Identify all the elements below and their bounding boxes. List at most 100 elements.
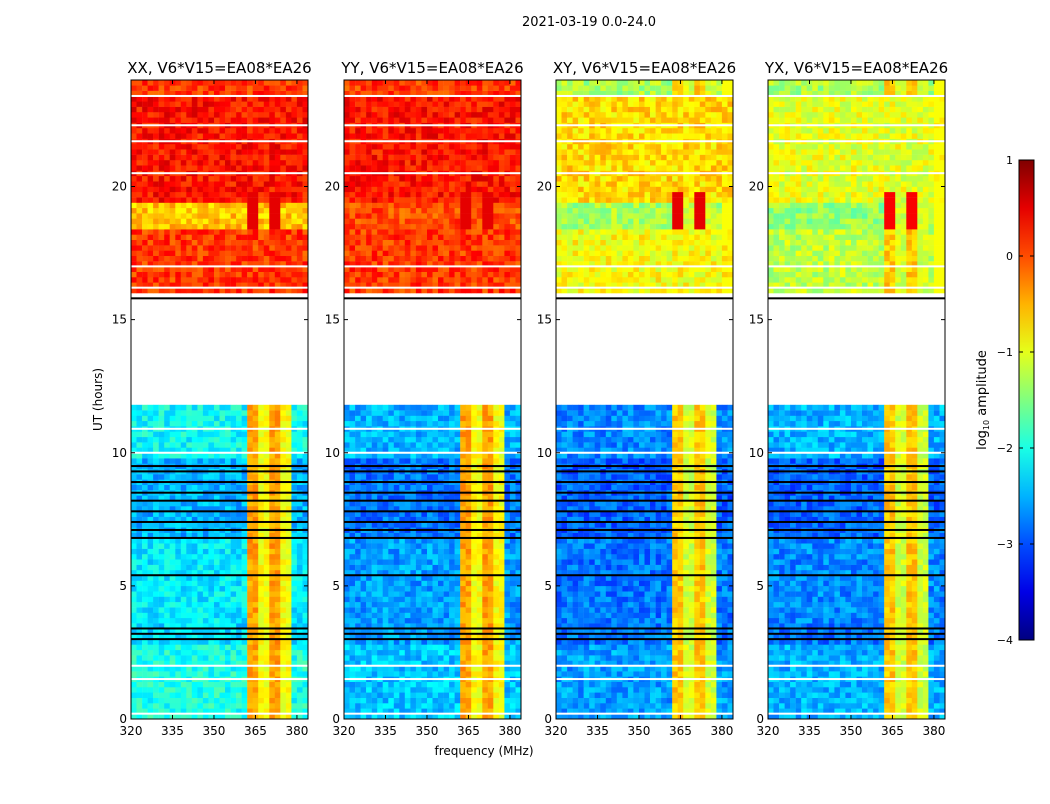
heatmap-cell: [214, 405, 220, 411]
heatmap-cell: [203, 224, 209, 230]
heatmap-cell: [377, 559, 383, 565]
heatmap-cell: [137, 432, 143, 438]
heatmap-cell: [275, 117, 281, 123]
heatmap-cell: [488, 618, 494, 624]
heatmap-cell: [399, 565, 405, 571]
heatmap-cell: [388, 586, 394, 592]
heatmap-cell: [286, 549, 292, 555]
heatmap-cell: [242, 165, 248, 171]
heatmap-cell: [131, 405, 137, 411]
heatmap-cell: [366, 549, 372, 555]
heatmap-cell: [225, 85, 231, 91]
heatmap-cell: [499, 437, 505, 443]
heatmap-cell: [214, 112, 220, 118]
heatmap-cell: [350, 607, 356, 613]
heatmap-cell: [361, 682, 367, 688]
heatmap-cell: [416, 682, 422, 688]
heatmap-cell: [175, 187, 181, 193]
heatmap-cell: [142, 240, 148, 246]
heatmap-cell: [225, 219, 231, 225]
heatmap-cell: [493, 586, 499, 592]
heatmap-cell: [220, 181, 226, 187]
heatmap-cell: [355, 692, 361, 698]
heatmap-cell: [377, 437, 383, 443]
heatmap-cell: [510, 671, 516, 677]
heatmap-cell: [186, 176, 192, 182]
heatmap-cell: [344, 485, 350, 491]
heatmap-cell: [197, 128, 203, 134]
heatmap-cell: [482, 687, 488, 693]
heatmap-cell: [280, 671, 286, 677]
heatmap-cell: [181, 144, 187, 150]
heatmap-cell: [148, 181, 154, 187]
flagged-row: [131, 470, 308, 472]
heatmap-cell: [203, 474, 209, 480]
heatmap-cell: [366, 591, 372, 597]
heatmap-cell: [280, 203, 286, 209]
heatmap-cell: [438, 650, 444, 656]
heatmap-cell: [164, 554, 170, 560]
heatmap-cell: [416, 650, 422, 656]
heatmap-cell: [516, 602, 522, 608]
heatmap-cell: [142, 554, 148, 560]
heatmap-cell: [493, 485, 499, 491]
heatmap-cell: [488, 597, 494, 603]
heatmap-cell: [225, 410, 231, 416]
heatmap-cell: [170, 144, 176, 150]
heatmap-cell: [466, 559, 472, 565]
heatmap-cell: [477, 692, 483, 698]
heatmap-cell: [388, 549, 394, 555]
heatmap-cell: [275, 128, 281, 134]
heatmap-cell: [493, 559, 499, 565]
heatmap-cell: [280, 272, 286, 278]
heatmap-cell: [192, 458, 198, 464]
heatmap-cell: [131, 698, 137, 704]
heatmap-cell: [493, 458, 499, 464]
heatmap-cell: [242, 101, 248, 107]
heatmap-cell: [449, 671, 455, 677]
heatmap-cell: [444, 671, 450, 677]
heatmap-cell: [159, 586, 165, 592]
heatmap-cell: [516, 671, 522, 677]
heatmap-cell: [286, 107, 292, 113]
heatmap-cell: [203, 437, 209, 443]
heatmap-cell: [186, 245, 192, 251]
heatmap-cell: [131, 144, 137, 150]
heatmap-cell: [399, 613, 405, 619]
heatmap-cell: [142, 101, 148, 107]
heatmap-cell: [280, 208, 286, 214]
heatmap-cell: [159, 80, 165, 86]
heatmap-cell: [137, 229, 143, 235]
heatmap-cells: [131, 80, 308, 719]
heatmap-cell: [164, 581, 170, 587]
heatmap-cell: [208, 155, 214, 161]
heatmap-cell: [510, 474, 516, 480]
heatmap-cell: [372, 703, 378, 709]
heatmap-cell: [427, 442, 433, 448]
heatmap-cell: [236, 410, 242, 416]
heatmap-cell: [438, 549, 444, 555]
heatmap-cell: [253, 107, 259, 113]
heatmap-cell: [269, 107, 275, 113]
heatmap-cell: [269, 442, 275, 448]
heatmap-cell: [214, 597, 220, 603]
heatmap-cell: [504, 671, 510, 677]
x-tick-label: 335: [161, 724, 184, 738]
heatmap-cell: [477, 607, 483, 613]
heatmap-cell: [399, 432, 405, 438]
heatmap-cell: [280, 155, 286, 161]
heatmap-cell: [269, 458, 275, 464]
heatmap-cell: [137, 155, 143, 161]
heatmap-cell: [175, 613, 181, 619]
heatmap-cell: [137, 187, 143, 193]
heatmap-cell: [236, 613, 242, 619]
heatmap-cell: [410, 591, 416, 597]
heatmap-cell: [142, 565, 148, 571]
heatmap-cell: [175, 144, 181, 150]
heatmap-cell: [148, 245, 154, 251]
heatmap-cell: [181, 160, 187, 166]
heatmap-cell: [225, 597, 231, 603]
heatmap-cell: [258, 160, 264, 166]
heatmap-cell: [153, 117, 159, 123]
heatmap-cell: [242, 107, 248, 113]
